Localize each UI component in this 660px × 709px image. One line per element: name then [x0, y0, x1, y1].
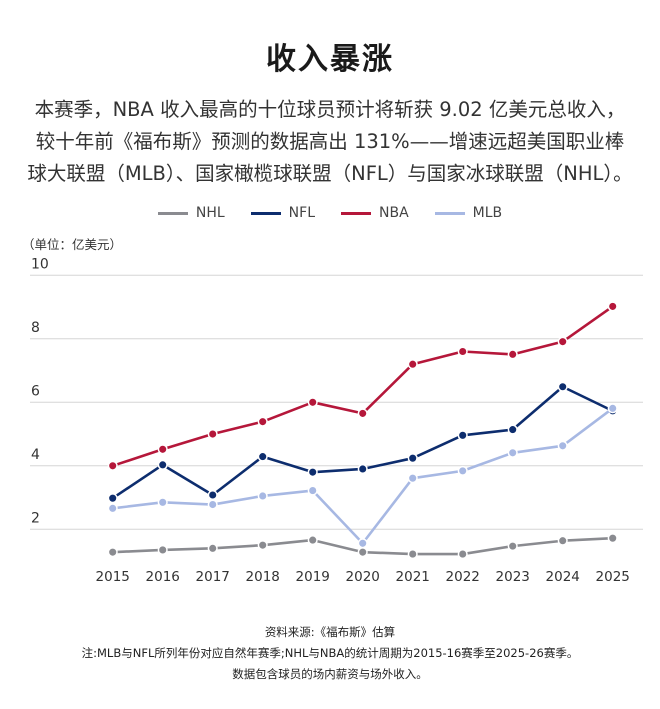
y-tick-label: 6 — [31, 383, 40, 399]
legend-item-nhl: NHL — [157, 205, 225, 221]
data-point-nhl — [357, 547, 368, 558]
legend-swatch — [250, 211, 281, 215]
x-tick-label: 2025 — [596, 569, 630, 585]
x-tick-label: 2018 — [246, 569, 280, 585]
legend-swatch — [157, 211, 188, 215]
legend-label: NHL — [195, 205, 225, 221]
y-tick-label: 8 — [31, 320, 40, 336]
data-point-nhl — [607, 533, 618, 544]
legend-item-mlb: MLB — [434, 205, 503, 221]
footnotes: 资料来源:《福布斯》估算 注:MLB与NFL所列年份对应自然年赛季;NHL与NB… — [0, 622, 660, 685]
legend: NHL NFL NBA MLB — [0, 205, 660, 221]
legend-label: MLB — [472, 205, 503, 221]
x-tick-label: 2024 — [546, 569, 580, 585]
data-point-nba — [507, 349, 518, 360]
data-point-mlb — [557, 440, 568, 451]
y-tick-label: 10 — [31, 256, 49, 272]
data-point-nba — [107, 460, 118, 471]
data-point-nhl — [307, 535, 318, 546]
data-point-nhl — [407, 549, 418, 560]
y-axis-unit-label: （单位：亿美元） — [22, 237, 123, 252]
data-point-nhl — [507, 541, 518, 552]
data-point-nba — [407, 359, 418, 370]
legend-swatch — [434, 211, 465, 215]
description-line: 较十年前《福布斯》预测的数据高出 131%——增速远超美国职业棒 — [35, 130, 625, 153]
description-line: 本赛季，NBA 收入最高的十位球员预计将斩获 9.02 亿美元总收入， — [34, 98, 626, 121]
data-point-nfl — [107, 493, 118, 504]
data-point-nba — [257, 416, 268, 427]
data-point-nfl — [557, 381, 568, 392]
data-point-nfl — [357, 463, 368, 475]
data-point-nfl — [507, 424, 518, 435]
x-tick-label: 2016 — [146, 569, 180, 585]
data-point-nba — [307, 397, 318, 408]
data-point-nba — [557, 336, 568, 347]
data-point-mlb — [607, 403, 618, 414]
data-point-nhl — [257, 540, 268, 551]
x-tick-label: 2021 — [396, 569, 430, 585]
x-tick-label: 2023 — [496, 569, 530, 585]
data-point-nfl — [407, 453, 418, 464]
x-tick-label: 2015 — [96, 569, 130, 585]
legend-swatch — [341, 211, 371, 215]
data-point-mlb — [457, 465, 468, 476]
description-line: 球大联盟（MLB）、国家橄榄球联盟（NFL）与国家冰球联盟（NHL）。 — [27, 162, 633, 185]
legend-item-nba: NBA — [341, 205, 409, 221]
data-point-mlb — [407, 473, 418, 484]
data-note: 数据包含球员的场内薪资与场外收入。 — [232, 667, 428, 681]
data-point-nhl — [207, 543, 218, 554]
data-point-mlb — [307, 485, 318, 496]
data-point-nba — [357, 408, 368, 419]
x-tick-label: 2022 — [446, 569, 480, 585]
data-point-nfl — [157, 459, 168, 470]
source-note: 资料来源:《福布斯》估算 — [264, 625, 396, 639]
x-tick-label: 2017 — [196, 569, 230, 585]
data-point-mlb — [107, 503, 118, 514]
chart-title: 收入暴涨 — [266, 42, 394, 77]
data-point-nfl — [307, 467, 318, 478]
data-point-mlb — [207, 499, 218, 510]
data-point-mlb — [357, 538, 368, 549]
data-point-mlb — [157, 497, 168, 508]
data-point-nba — [157, 444, 168, 455]
y-tick-label: 2 — [31, 510, 40, 526]
line-chart: 2 4 6 8 10 2015 2016 2017 2018 2019 2020 2021 2022 20… — [30, 256, 643, 585]
series-line-mlb — [112, 407, 614, 545]
legend-item-nfl: NFL — [250, 205, 315, 221]
x-tick-label: 2020 — [346, 569, 380, 585]
data-point-mlb — [507, 447, 518, 458]
data-point-nba — [457, 346, 468, 357]
data-point-nhl — [557, 535, 568, 546]
season-note: 注:MLB与NFL所列年份对应自然年赛季;NHL与NBA的统计周期为2015-1… — [81, 646, 579, 660]
data-point-nfl — [457, 430, 468, 441]
data-point-mlb — [257, 490, 268, 502]
legend-label: NFL — [288, 205, 315, 221]
data-point-nba — [207, 429, 218, 440]
description: 本赛季，NBA 收入最高的十位球员预计将斩获 9.02 亿美元总收入， 较十年前… — [10, 94, 650, 190]
series-line-nba — [112, 305, 614, 468]
data-point-nhl — [457, 549, 468, 560]
data-point-nba — [607, 301, 618, 312]
data-point-nhl — [107, 547, 118, 558]
legend-label: NBA — [379, 205, 409, 221]
data-point-nfl — [257, 451, 268, 462]
y-tick-label: 4 — [31, 447, 40, 463]
x-tick-label: 2019 — [296, 569, 330, 585]
data-point-nhl — [157, 544, 168, 555]
data-point-nfl — [207, 489, 218, 501]
